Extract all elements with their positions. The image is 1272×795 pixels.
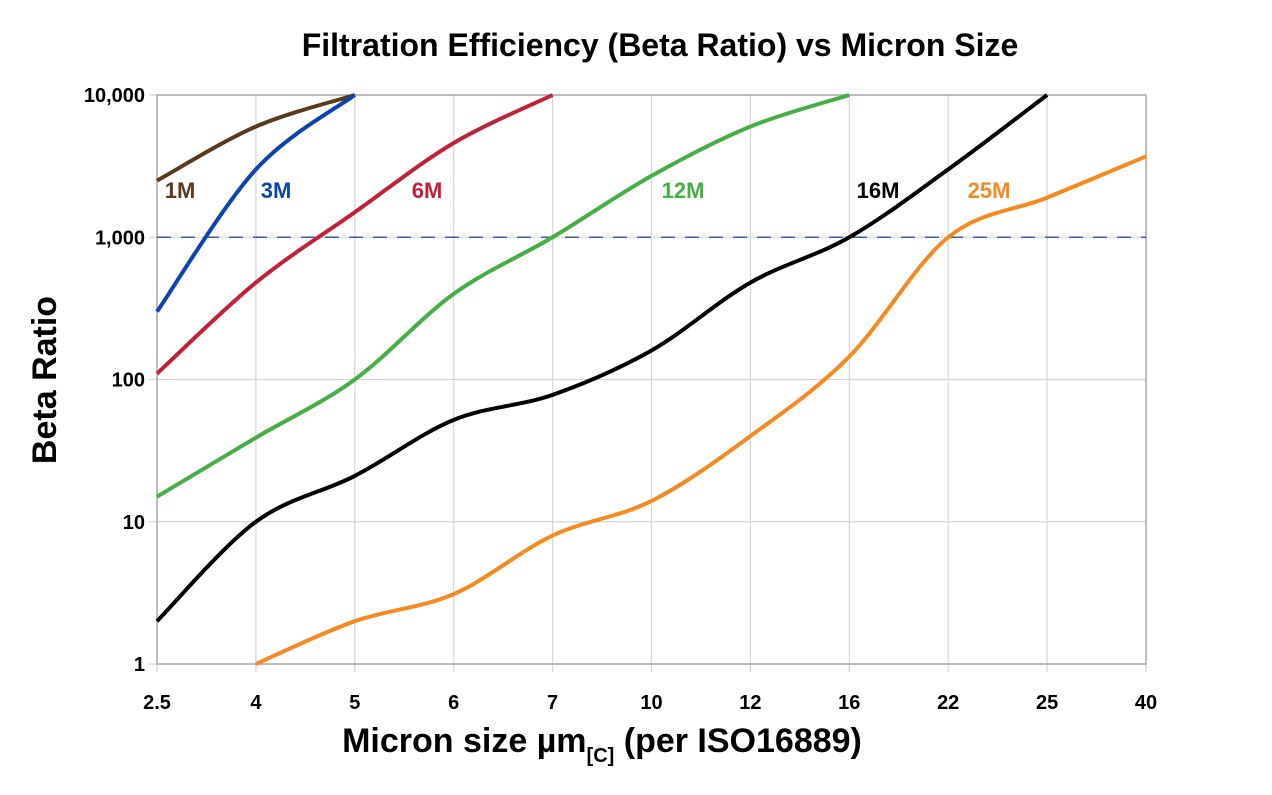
x-tick-label: 16 <box>838 692 860 714</box>
series-line-3M <box>155 93 357 313</box>
series-line-6M <box>155 93 554 376</box>
y-tick-label: 1 <box>134 654 145 676</box>
series-label-16M: 16M <box>857 178 900 203</box>
plot-frame <box>156 94 1147 665</box>
y-tick-label: 100 <box>112 370 145 392</box>
series-line-25M <box>255 154 1147 666</box>
x-tick-label: 12 <box>739 692 761 714</box>
y-axis-label: Beta Ratio <box>26 296 64 464</box>
y-tick-label: 10 <box>123 512 145 534</box>
y-tick-labels: 1 10 100 1,000 10,000 <box>84 85 145 676</box>
y-tick-label: 10,000 <box>84 85 145 107</box>
x-tick-label: 6 <box>448 692 459 714</box>
x-tick-label: 10 <box>640 692 662 714</box>
x-axis-label-subscript: [C] <box>587 745 615 767</box>
series-lines <box>155 93 1147 666</box>
grid <box>149 94 1147 672</box>
x-axis-label-main: Micron size µm <box>342 722 586 760</box>
x-axis-label: Micron size µm[C] (per ISO16889) <box>342 722 862 767</box>
x-tick-label: 40 <box>1135 692 1157 714</box>
series-labels: 1M 3M 6M 12M 16M 25M <box>165 178 1011 203</box>
series-label-3M: 3M <box>261 178 292 203</box>
x-axis-label-suffix: (per ISO16889) <box>614 722 862 760</box>
series-line-12M <box>155 93 850 499</box>
x-tick-label: 5 <box>349 692 360 714</box>
x-tick-label: 25 <box>1036 692 1058 714</box>
x-tick-labels: 2.5 4 5 6 7 10 12 16 22 25 40 <box>143 692 1157 714</box>
series-label-6M: 6M <box>412 178 443 203</box>
chart-title: Filtration Efficiency (Beta Ratio) vs Mi… <box>302 27 1019 63</box>
x-tick-label: 4 <box>250 692 262 714</box>
x-tick-label: 7 <box>547 692 558 714</box>
series-line-16M <box>155 93 1049 623</box>
x-tick-label: 22 <box>937 692 959 714</box>
y-tick-label: 1,000 <box>95 227 145 249</box>
series-label-12M: 12M <box>662 178 705 203</box>
series-line-1M <box>156 93 356 183</box>
series-label-1M: 1M <box>165 178 196 203</box>
series-label-25M: 25M <box>968 178 1011 203</box>
x-tick-label: 2.5 <box>143 692 171 714</box>
